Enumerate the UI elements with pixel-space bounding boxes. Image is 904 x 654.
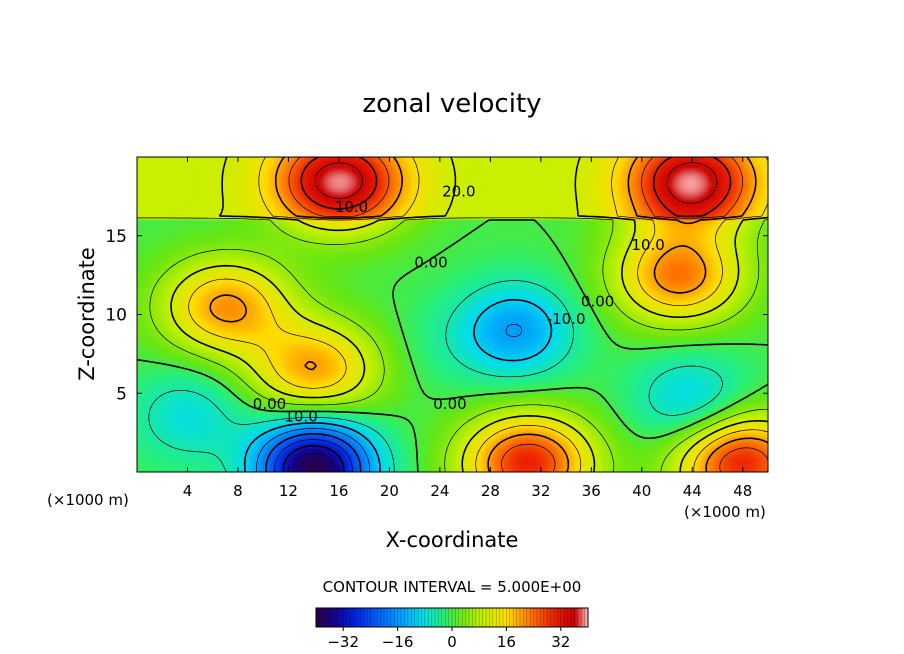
colorbar-tick-label: 32 <box>551 633 570 651</box>
contour-line <box>137 217 768 472</box>
y-tick-label: 5 <box>116 384 127 404</box>
x-tick-label: 32 <box>531 482 550 500</box>
contour-line <box>209 157 768 472</box>
x-tick-label: 16 <box>329 482 348 500</box>
x-axis-ticks: 4 8 12 16 20 24 28 32 36 40 44 48 <box>183 157 752 500</box>
contour-line <box>256 323 523 472</box>
contour-line <box>274 439 353 472</box>
x-axis-label: X-coordinate <box>386 528 519 552</box>
x-tick-label: 4 <box>183 482 193 500</box>
x-tick-label: 20 <box>380 482 399 500</box>
contour-label: 10.0 <box>284 408 317 426</box>
contour-line <box>300 157 732 218</box>
colorbar-tick-label: 0 <box>447 633 457 651</box>
contour-line <box>243 299 553 472</box>
contour-line <box>288 157 768 472</box>
colorbar-tick-label: −32 <box>327 633 359 651</box>
colorbar-divisions <box>319 608 585 627</box>
contour-lines <box>137 157 768 472</box>
contour-line <box>314 162 718 204</box>
contour-line <box>170 157 768 472</box>
contour-label: 10.0 <box>631 236 664 254</box>
chart-title: zonal velocity <box>362 89 541 119</box>
contour-label: 20.0 <box>442 182 475 200</box>
x-tick-label: 12 <box>279 482 298 500</box>
x-tick-label: 8 <box>233 482 243 500</box>
x-unit-left: (×1000 m) <box>47 491 129 509</box>
y-tick-label: 15 <box>105 227 127 247</box>
contour-label: 10.0 <box>335 198 368 216</box>
contour-label: -10.0 <box>547 310 586 328</box>
contour-line <box>188 157 768 472</box>
contour-label: 0.00 <box>414 253 447 271</box>
contour-interval-text: CONTOUR INTERVAL = 5.000E+00 <box>323 578 582 596</box>
colorbar-tick-label: −16 <box>382 633 414 651</box>
colorbar: −32 −16 0 16 32 <box>315 607 589 651</box>
contour-label: 0.00 <box>581 293 614 311</box>
x-tick-label: 28 <box>481 482 500 500</box>
x-tick-label: 48 <box>733 482 752 500</box>
colorbar-ticks: −32 −16 0 16 32 <box>327 627 570 651</box>
contour-label: 0.00 <box>433 395 466 413</box>
contour-line <box>148 280 723 472</box>
x-tick-label: 44 <box>683 482 702 500</box>
contour-line <box>282 444 345 472</box>
y-tick-label: 10 <box>105 306 127 326</box>
x-unit-right: (×1000 m) <box>684 503 766 521</box>
y-axis-ticks: 5 10 15 <box>105 227 768 404</box>
contour-line <box>292 452 335 472</box>
colorbar-tick-label: 16 <box>497 633 516 651</box>
x-tick-label: 24 <box>430 482 449 500</box>
contour-label: 0.00 <box>253 395 286 413</box>
contour-line <box>137 219 768 472</box>
x-tick-label: 40 <box>632 482 651 500</box>
x-tick-label: 36 <box>582 482 601 500</box>
heatmap-field <box>137 157 768 472</box>
y-axis-label: Z-coordinate <box>75 247 99 381</box>
contour-line <box>265 433 362 472</box>
